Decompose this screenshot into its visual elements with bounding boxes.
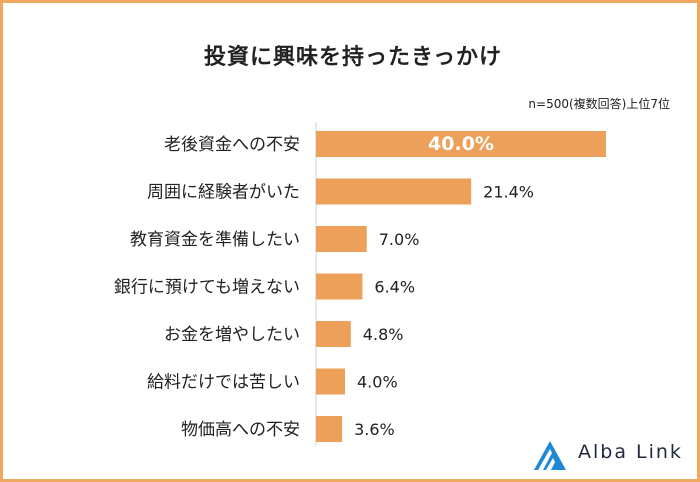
bar: [316, 131, 606, 157]
category-label: 教育資金を準備したい: [130, 230, 300, 250]
logo-text: Alba Link: [578, 441, 683, 463]
category-label: 物価高への不安: [181, 420, 300, 440]
category-label: 給料だけでは苦しい: [147, 373, 300, 393]
chart-title: 投資に興味を持ったきっかけ: [203, 45, 503, 70]
bar: [316, 321, 351, 347]
bar: [316, 368, 345, 395]
value-label: 7.0%: [379, 230, 420, 249]
bar: [316, 416, 343, 442]
value-label: 21.4%: [483, 183, 534, 202]
bar: [316, 178, 472, 205]
value-label: 6.4%: [374, 278, 415, 297]
value-label: 4.8%: [363, 325, 404, 344]
value-label: 3.6%: [354, 420, 395, 439]
category-label: 銀行に預けても増えない: [114, 278, 300, 298]
bar: [316, 273, 363, 300]
category-label: お金を増やしたい: [164, 325, 300, 345]
triangle-logo-icon: [534, 441, 566, 470]
value-label: 4.0%: [357, 373, 398, 392]
category-label: 周囲に経験者がいた: [147, 183, 300, 203]
sample-note: n=500(複数回答)上位7位: [528, 97, 670, 111]
alba-link-logo: Alba Link: [530, 437, 683, 473]
value-label: 40.0%: [428, 133, 494, 155]
category-label: 老後資金への不安: [164, 135, 300, 155]
bar: [316, 226, 367, 252]
